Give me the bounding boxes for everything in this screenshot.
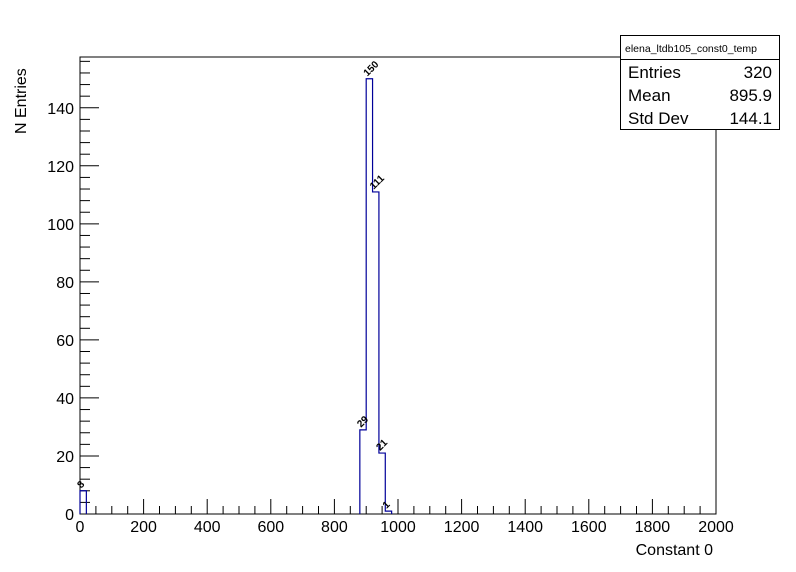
- stats-mean-label: Mean: [628, 86, 671, 105]
- x-axis-label: Constant 0: [636, 542, 713, 559]
- stats-mean-value: 895.9: [729, 86, 772, 105]
- stats-box: elena_ltdb105_const0_temp Entries 320 Me…: [620, 35, 780, 130]
- data-label: 8: [76, 479, 88, 491]
- x-tick-label: 1200: [444, 519, 480, 536]
- y-axis: 0 20 40 60 80 100 120 140: [47, 60, 99, 524]
- x-tick-label: 600: [257, 519, 284, 536]
- x-tick-label: 0: [76, 519, 85, 536]
- y-tick-label: 100: [47, 217, 74, 234]
- stats-stddev-value: 144.1: [729, 109, 772, 128]
- data-label: 1: [381, 499, 393, 511]
- stats-entries-label: Entries: [628, 63, 681, 82]
- data-label: 111: [368, 173, 387, 192]
- y-tick-label: 60: [56, 333, 74, 350]
- y-tick-label: 0: [65, 507, 74, 524]
- data-label: 150: [362, 59, 382, 79]
- y-tick-label: 120: [47, 159, 74, 176]
- x-tick-label: 1600: [571, 519, 607, 536]
- y-tick-label: 140: [47, 101, 74, 118]
- stats-title: elena_ltdb105_const0_temp: [625, 43, 757, 55]
- stats-entries-value: 320: [744, 63, 772, 82]
- data-labels: 8 29 150 111 21 1: [76, 59, 393, 511]
- x-tick-label: 1000: [380, 519, 416, 536]
- x-tick-label: 200: [130, 519, 157, 536]
- data-label: 21: [374, 437, 390, 453]
- x-tick-label: 2000: [698, 519, 734, 536]
- data-label: 29: [355, 414, 371, 430]
- y-axis-label: N Entries: [13, 68, 30, 134]
- stats-stddev-label: Std Dev: [628, 109, 689, 128]
- x-tick-label: 800: [321, 519, 348, 536]
- x-tick-label: 1400: [507, 519, 543, 536]
- y-tick-label: 20: [56, 449, 74, 466]
- histogram-line: [79, 78, 393, 514]
- y-tick-label: 80: [56, 275, 74, 292]
- x-tick-label: 1800: [635, 519, 671, 536]
- x-axis: 0 200 400 600 800 1000 1200 1400 1600 1800 2000: [76, 499, 734, 536]
- x-tick-label: 400: [194, 519, 221, 536]
- y-tick-label: 40: [56, 391, 74, 408]
